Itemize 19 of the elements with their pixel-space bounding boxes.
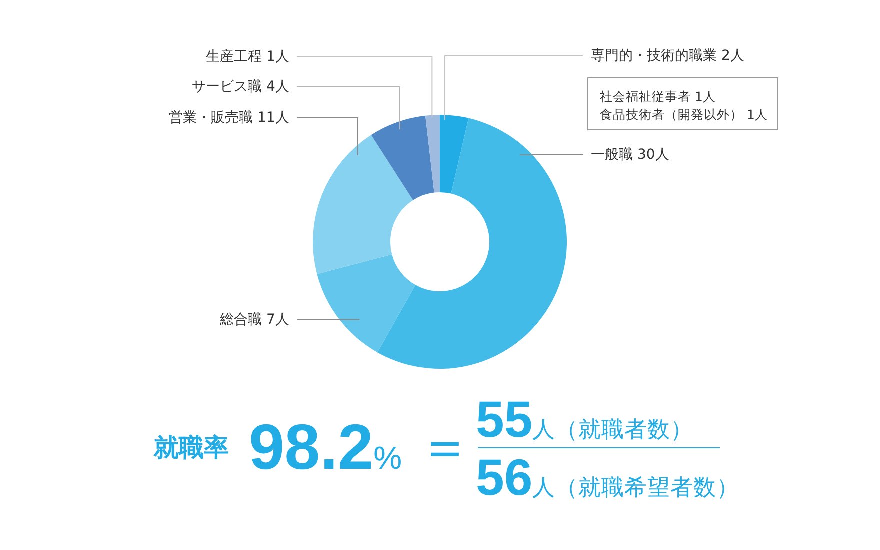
text: 社会福祉従事者 1人 — [600, 89, 716, 104]
slice-label: 一般職 30人 — [591, 147, 670, 163]
slice-label: 総合職 7人 — [219, 312, 290, 328]
donut-slice — [371, 116, 434, 200]
donut-slice — [426, 115, 440, 193]
text: 55人（就職者数） — [476, 391, 694, 448]
donut-slice — [317, 254, 416, 353]
slice-label: 生産工程 1人 — [206, 49, 290, 65]
text: 就職率 — [153, 433, 229, 462]
text: 食品技術者（開発以外） 1人 — [600, 107, 768, 122]
text: ＝ — [418, 415, 472, 478]
text: 98.2% — [249, 411, 402, 483]
text: 56人（就職希望者数） — [476, 449, 740, 506]
slice-label: サービス職 4人 — [192, 79, 290, 95]
slice-label: 専門的・技術的職業 2人 — [591, 48, 744, 64]
slice-label: 営業・販売職 11人 — [169, 110, 290, 126]
donut-slice — [440, 115, 469, 194]
donut-slice — [313, 135, 414, 274]
donut-slice — [378, 118, 567, 369]
